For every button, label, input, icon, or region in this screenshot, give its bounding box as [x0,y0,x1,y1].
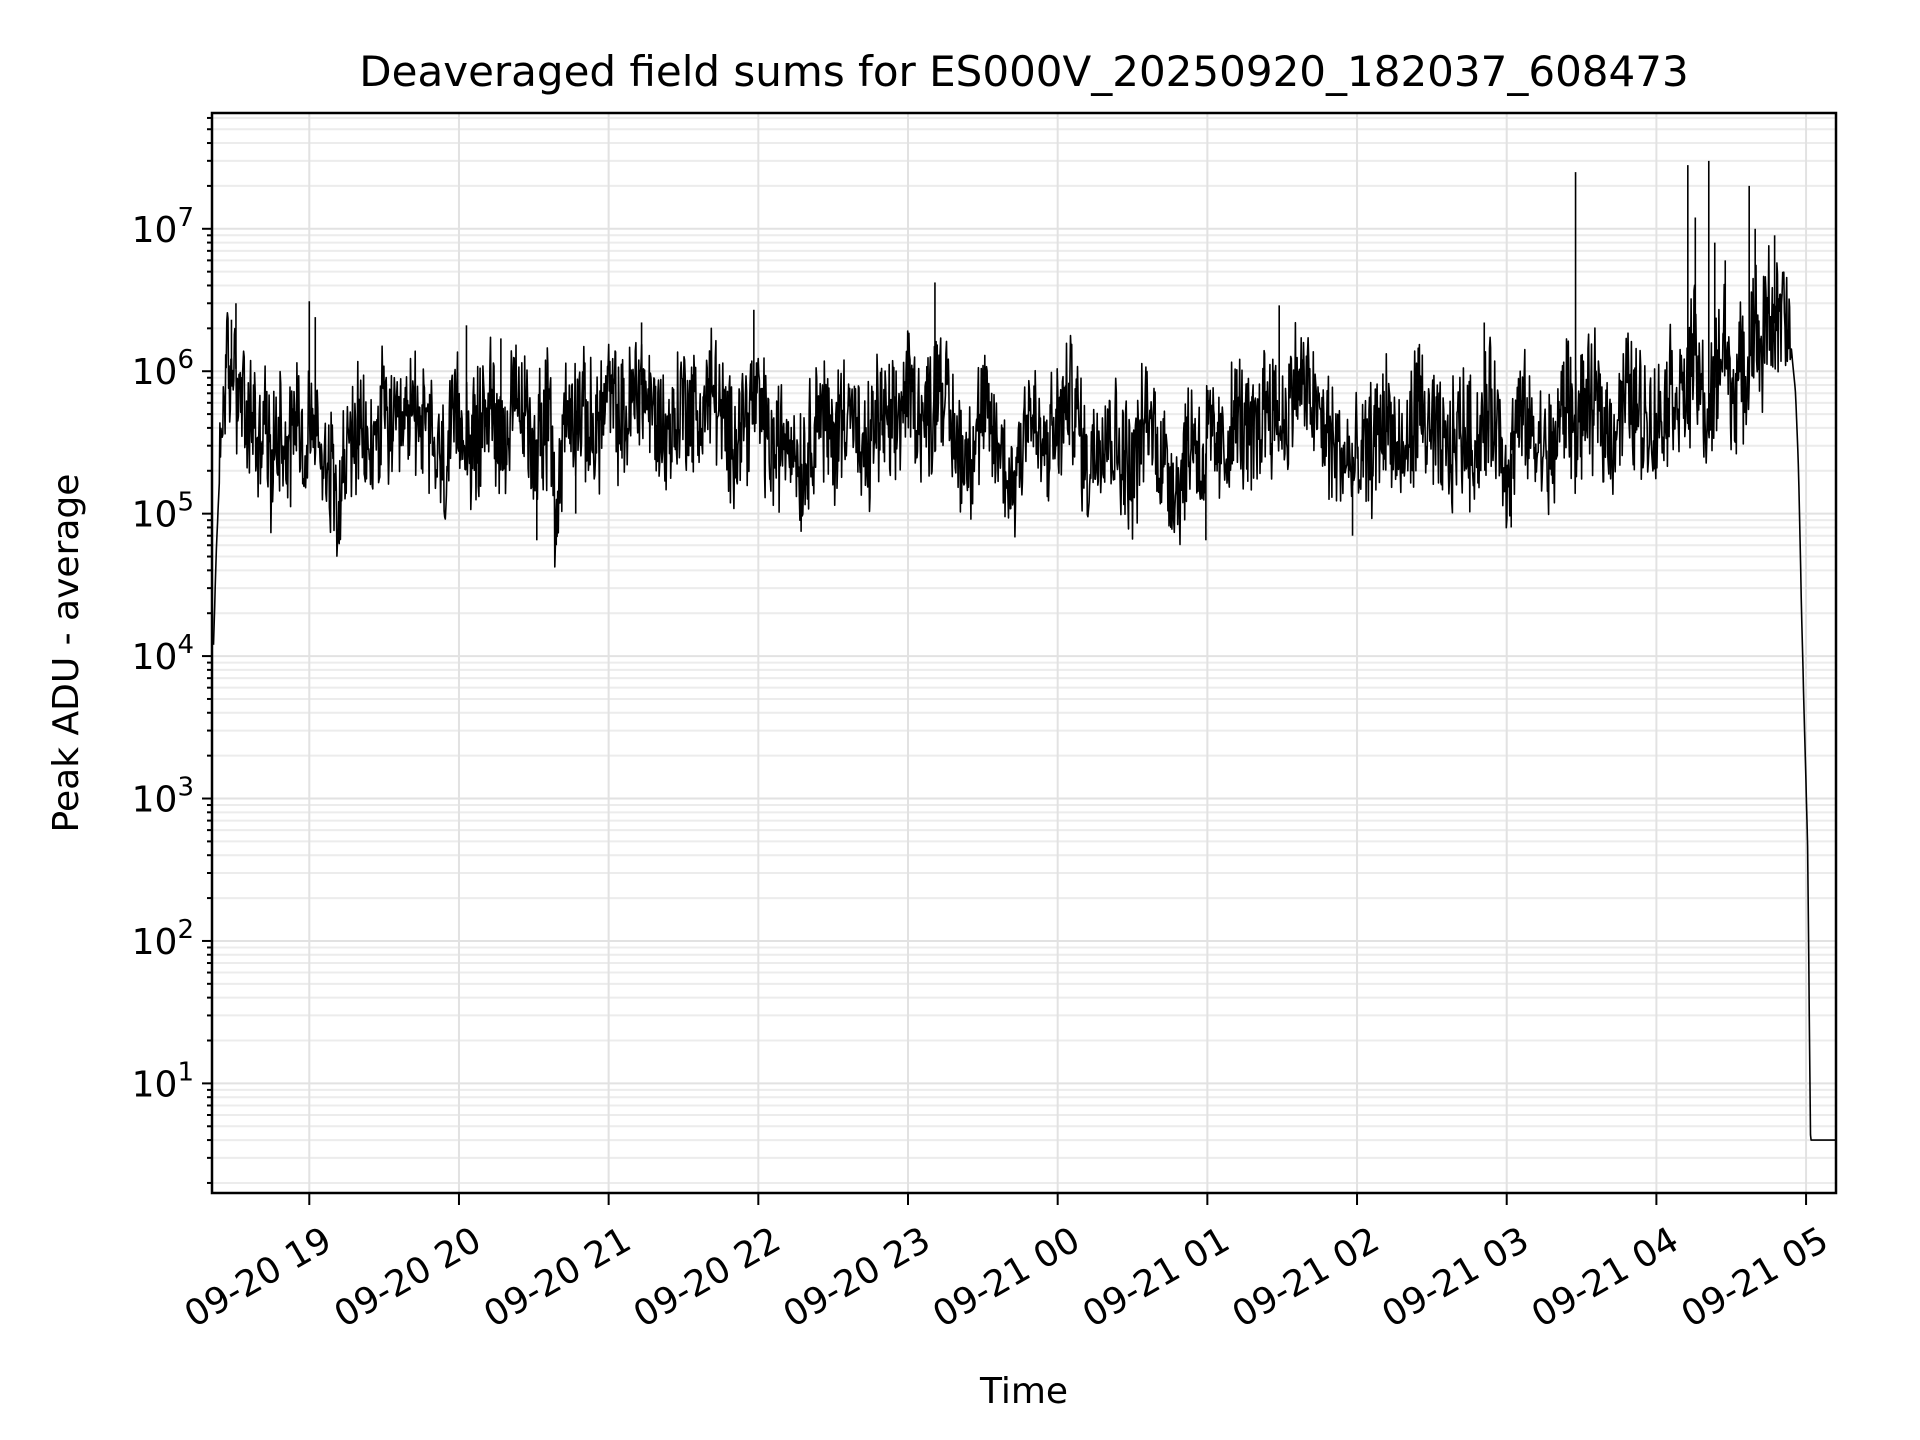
axis-ticks [202,116,1808,1205]
minor-grid [212,116,1836,1184]
chart-title: Deaveraged field sums for ES000V_2025092… [359,47,1688,96]
y-tick-label: 103 [132,773,194,821]
plot-frame [210,111,1838,1195]
y-axis-label: Peak ADU - average [46,474,87,833]
y-tick-label: 106 [132,345,194,393]
y-tick-label: 105 [132,488,194,536]
y-tick-label: 101 [132,1057,194,1105]
y-tick-label: 107 [132,203,194,251]
series-layer [212,160,1837,1141]
y-tick-label: 102 [132,915,194,963]
major-grid [212,113,1836,1193]
y-tick-label: 104 [132,630,194,678]
series-line [212,245,1837,1141]
x-axis-label: Time [979,1371,1068,1412]
